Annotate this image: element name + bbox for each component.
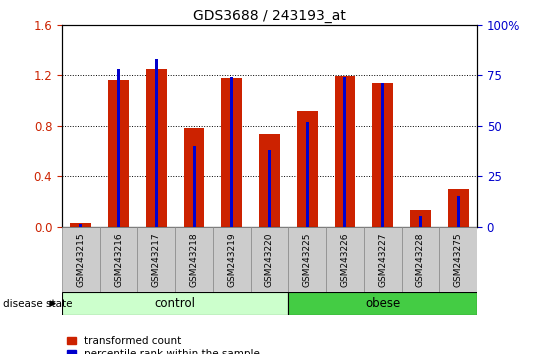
Bar (175, 227, 213, 292)
Bar (343, 77, 347, 227)
Text: control: control (155, 297, 196, 310)
Bar (419, 216, 422, 227)
Text: GSM243227: GSM243227 (378, 232, 387, 286)
Bar (137, 227, 175, 292)
Bar (268, 150, 271, 227)
Text: GSM243218: GSM243218 (190, 232, 198, 287)
Text: GSM243228: GSM243228 (416, 232, 425, 286)
Bar (439, 227, 477, 292)
Bar (457, 196, 460, 227)
Text: GDS3688 / 243193_at: GDS3688 / 243193_at (193, 9, 346, 23)
Bar (372, 83, 393, 227)
Bar (364, 227, 402, 292)
Text: GSM243226: GSM243226 (341, 232, 349, 286)
Text: GSM243219: GSM243219 (227, 232, 236, 287)
Bar (79, 223, 82, 227)
Bar (100, 227, 137, 292)
Bar (146, 69, 167, 227)
Bar (297, 110, 317, 227)
Bar (335, 76, 355, 227)
Bar (230, 77, 233, 227)
Text: GSM243220: GSM243220 (265, 232, 274, 286)
Bar (108, 80, 129, 227)
Bar (184, 128, 204, 227)
Bar (326, 227, 364, 292)
Bar (62, 292, 288, 315)
Bar (71, 223, 91, 227)
Bar (62, 227, 100, 292)
Text: GSM243275: GSM243275 (454, 232, 462, 287)
Text: obese: obese (365, 297, 400, 310)
Bar (222, 78, 242, 227)
Bar (410, 210, 431, 227)
Text: GSM243215: GSM243215 (77, 232, 85, 287)
Bar (117, 69, 120, 227)
Bar (306, 122, 309, 227)
Bar (259, 135, 280, 227)
Text: GSM243225: GSM243225 (303, 232, 312, 286)
Bar (213, 227, 251, 292)
Bar (288, 227, 326, 292)
Bar (402, 227, 439, 292)
Bar (381, 83, 384, 227)
Text: GSM243216: GSM243216 (114, 232, 123, 287)
Bar (288, 292, 477, 315)
Text: disease state: disease state (3, 298, 72, 309)
Bar (155, 59, 158, 227)
Bar (192, 146, 196, 227)
Legend: transformed count, percentile rank within the sample: transformed count, percentile rank withi… (67, 336, 260, 354)
Text: GSM243217: GSM243217 (152, 232, 161, 287)
Bar (251, 227, 288, 292)
Bar (448, 189, 468, 227)
